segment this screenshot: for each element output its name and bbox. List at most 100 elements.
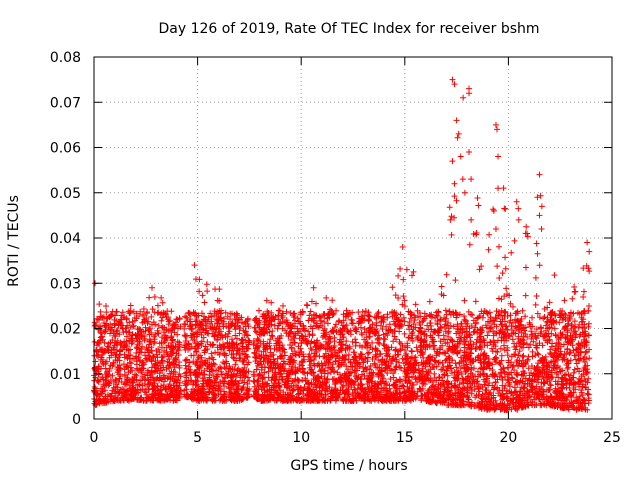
data-point — [327, 369, 334, 376]
data-point — [564, 393, 571, 400]
data-point — [97, 308, 104, 315]
data-point — [477, 372, 484, 379]
data-point — [470, 329, 477, 336]
data-point — [281, 349, 288, 356]
data-point — [345, 356, 352, 363]
data-point — [127, 302, 134, 309]
data-point — [355, 309, 362, 316]
data-point — [456, 381, 463, 388]
data-point — [411, 317, 418, 324]
data-point — [575, 341, 582, 348]
data-point — [443, 356, 450, 363]
data-point — [349, 338, 356, 345]
data-point — [94, 353, 101, 360]
data-point — [522, 375, 529, 382]
data-point — [528, 328, 535, 335]
data-point — [343, 307, 350, 314]
data-point — [306, 312, 313, 319]
data-point — [276, 320, 283, 327]
data-point — [441, 336, 448, 343]
data-point — [409, 348, 416, 355]
data-point — [135, 345, 142, 352]
data-point — [574, 365, 581, 372]
data-point — [121, 381, 128, 388]
data-point — [244, 361, 251, 368]
data-point — [214, 336, 221, 343]
data-point — [303, 338, 310, 345]
data-point — [564, 357, 571, 364]
data-point — [443, 271, 450, 278]
data-point — [377, 350, 384, 357]
data-point — [533, 335, 540, 342]
data-point — [207, 310, 214, 317]
data-point — [250, 378, 257, 385]
data-point — [501, 308, 508, 315]
data-point — [146, 294, 153, 301]
data-point — [467, 332, 474, 339]
data-point — [260, 383, 267, 390]
data-point — [198, 331, 205, 338]
data-point — [203, 281, 210, 288]
data-point — [535, 351, 542, 358]
data-point — [433, 400, 440, 407]
data-point — [300, 369, 307, 376]
data-point — [401, 303, 408, 310]
data-point — [305, 328, 312, 335]
data-point — [564, 365, 571, 372]
data-point — [502, 205, 509, 212]
data-point — [365, 309, 372, 316]
data-point — [174, 331, 181, 338]
data-point — [242, 328, 249, 335]
data-point — [206, 386, 213, 393]
data-point — [493, 348, 500, 355]
data-point — [331, 334, 338, 341]
data-point — [495, 243, 502, 250]
data-point — [403, 354, 410, 361]
data-point — [409, 272, 416, 279]
data-point — [141, 380, 148, 387]
data-point — [461, 313, 468, 320]
data-point — [440, 292, 447, 299]
data-point — [584, 390, 591, 397]
data-point — [502, 265, 509, 272]
data-point — [280, 345, 287, 352]
data-point — [398, 393, 405, 400]
data-point — [193, 333, 200, 340]
data-point — [498, 307, 505, 314]
data-point — [380, 341, 387, 348]
data-point — [581, 288, 588, 295]
data-point — [481, 381, 488, 388]
data-point — [522, 264, 529, 271]
data-point — [309, 331, 316, 338]
data-point — [120, 329, 127, 336]
data-point — [421, 315, 428, 322]
data-point — [492, 314, 499, 321]
data-point — [151, 294, 158, 301]
data-point — [275, 307, 282, 314]
data-point — [371, 314, 378, 321]
data-point — [567, 357, 574, 364]
data-point — [283, 308, 290, 315]
data-point — [387, 375, 394, 382]
data-point — [523, 223, 530, 230]
data-point — [496, 373, 503, 380]
data-point — [444, 372, 451, 379]
data-point — [471, 365, 478, 372]
data-point — [408, 347, 415, 354]
data-point — [321, 319, 328, 326]
data-point — [437, 316, 444, 323]
data-point — [576, 383, 583, 390]
data-point — [422, 363, 429, 370]
data-point — [135, 381, 142, 388]
data-point — [389, 284, 396, 291]
data-point — [457, 347, 464, 354]
data-point — [183, 381, 190, 388]
data-point — [442, 315, 449, 322]
data-point — [158, 317, 165, 324]
data-point — [408, 373, 415, 380]
data-point — [580, 293, 587, 300]
data-point — [362, 308, 369, 315]
data-point — [571, 352, 578, 359]
data-point — [119, 309, 126, 316]
data-point — [173, 382, 180, 389]
